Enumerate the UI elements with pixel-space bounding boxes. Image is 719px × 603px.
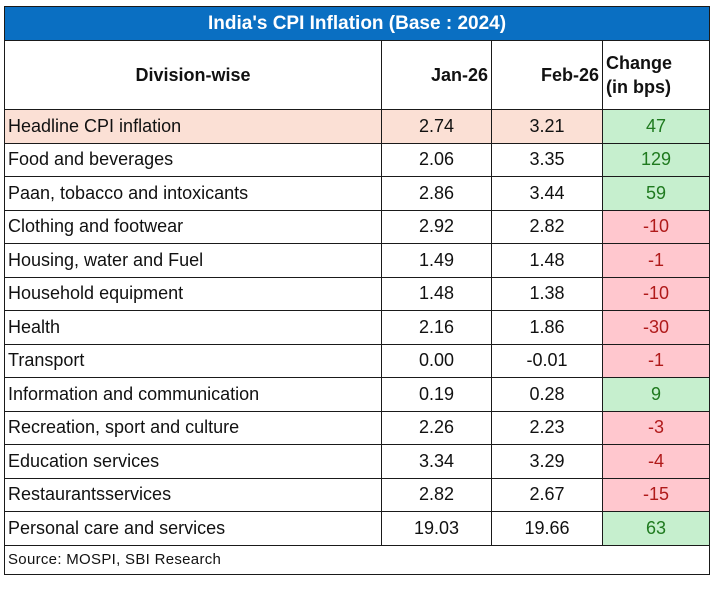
feb-value-cell: 3.29 — [491, 444, 603, 479]
division-name-cell: Clothing and footwear — [4, 209, 382, 244]
jan-value-cell: 0.00 — [381, 343, 492, 378]
feb-value-cell: 0.28 — [491, 377, 603, 412]
table-row: Clothing and footwear 2.92 2.82 -10 — [4, 209, 711, 244]
division-name-cell: Recreation, sport and culture — [4, 410, 382, 445]
header-change: Change (in bps) — [601, 40, 711, 110]
table-row: Health 2.16 1.86 -30 — [4, 310, 711, 345]
feb-value-cell: -0.01 — [491, 343, 603, 378]
header-jan: Jan-26 — [381, 40, 492, 110]
jan-value-cell: 1.48 — [381, 276, 492, 311]
jan-value-cell: 1.49 — [381, 243, 492, 278]
table-row: Food and beverages 2.06 3.35 129 — [4, 142, 711, 177]
source-note: Source: MOSPI, SBI Research — [3, 544, 711, 575]
change-bps-cell: 63 — [601, 511, 711, 546]
jan-value-cell: 2.82 — [381, 477, 492, 512]
header-feb: Feb-26 — [491, 40, 603, 110]
division-name-cell: Headline CPI inflation — [4, 109, 382, 144]
table-row: Household equipment 1.48 1.38 -10 — [4, 276, 711, 311]
division-name-cell: Household equipment — [4, 276, 382, 311]
table-row: Recreation, sport and culture 2.26 2.23 -3 — [4, 410, 711, 445]
change-bps-cell: -10 — [601, 209, 711, 244]
division-name-cell: Food and beverages — [4, 142, 382, 177]
feb-value-cell: 3.21 — [491, 109, 603, 144]
jan-value-cell: 2.16 — [381, 310, 492, 345]
division-name-cell: Housing, water and Fuel — [4, 243, 382, 278]
feb-value-cell: 3.35 — [491, 142, 603, 177]
feb-value-cell: 3.44 — [491, 176, 603, 211]
jan-value-cell: 19.03 — [381, 511, 492, 546]
table-row: Transport 0.00 -0.01 -1 — [4, 343, 711, 378]
cpi-inflation-table: India's CPI Inflation (Base : 2024) Divi… — [3, 6, 711, 575]
feb-value-cell: 19.66 — [491, 511, 603, 546]
division-name-cell: Transport — [4, 343, 382, 378]
jan-value-cell: 2.92 — [381, 209, 492, 244]
change-bps-cell: -4 — [601, 444, 711, 479]
feb-value-cell: 2.23 — [491, 410, 603, 445]
division-name-cell: Paan, tobacco and intoxicants — [4, 176, 382, 211]
table-row: Housing, water and Fuel 1.49 1.48 -1 — [4, 243, 711, 278]
table-row: Paan, tobacco and intoxicants 2.86 3.44 59 — [4, 176, 711, 211]
table-body: Headline CPI inflation 2.74 3.21 47 Food and… — [4, 109, 711, 546]
feb-value-cell: 1.48 — [491, 243, 603, 278]
header-change-line2: (in bps) — [606, 77, 671, 97]
table-title: India's CPI Inflation (Base : 2024) — [3, 6, 711, 41]
change-bps-cell: -1 — [601, 243, 711, 278]
feb-value-cell: 2.82 — [491, 209, 603, 244]
jan-value-cell: 2.86 — [381, 176, 492, 211]
table-row: Personal care and services 19.03 19.66 63 — [4, 511, 711, 546]
division-name-cell: Personal care and services — [4, 511, 382, 546]
table-row: Education services 3.34 3.29 -4 — [4, 444, 711, 479]
division-name-cell: Restaurantsservices — [4, 477, 382, 512]
change-bps-cell: -10 — [601, 276, 711, 311]
change-bps-cell: -15 — [601, 477, 711, 512]
change-bps-cell: 47 — [601, 109, 711, 144]
change-bps-cell: -1 — [601, 343, 711, 378]
change-bps-cell: -3 — [601, 410, 711, 445]
jan-value-cell: 0.19 — [381, 377, 492, 412]
jan-value-cell: 3.34 — [381, 444, 492, 479]
cpi-table-container: India's CPI Inflation (Base : 2024) Divi… — [3, 6, 711, 575]
jan-value-cell: 2.06 — [381, 142, 492, 177]
table-row-headline: Headline CPI inflation 2.74 3.21 47 — [4, 109, 711, 144]
table-row: Information and communication 0.19 0.28 9 — [4, 377, 711, 412]
header-change-line1: Change — [606, 52, 673, 73]
jan-value-cell: 2.74 — [381, 109, 492, 144]
division-name-cell: Information and communication — [4, 377, 382, 412]
feb-value-cell: 1.38 — [491, 276, 603, 311]
header-division: Division-wise — [4, 40, 382, 110]
change-bps-cell: -30 — [601, 310, 711, 345]
feb-value-cell: 1.86 — [491, 310, 603, 345]
change-bps-cell: 59 — [601, 176, 711, 211]
change-bps-cell: 129 — [601, 142, 711, 177]
division-name-cell: Health — [4, 310, 382, 345]
jan-value-cell: 2.26 — [381, 410, 492, 445]
feb-value-cell: 2.67 — [491, 477, 603, 512]
table-row: Restaurantsservices 2.82 2.67 -15 — [4, 477, 711, 512]
division-name-cell: Education services — [4, 444, 382, 479]
change-bps-cell: 9 — [601, 377, 711, 412]
